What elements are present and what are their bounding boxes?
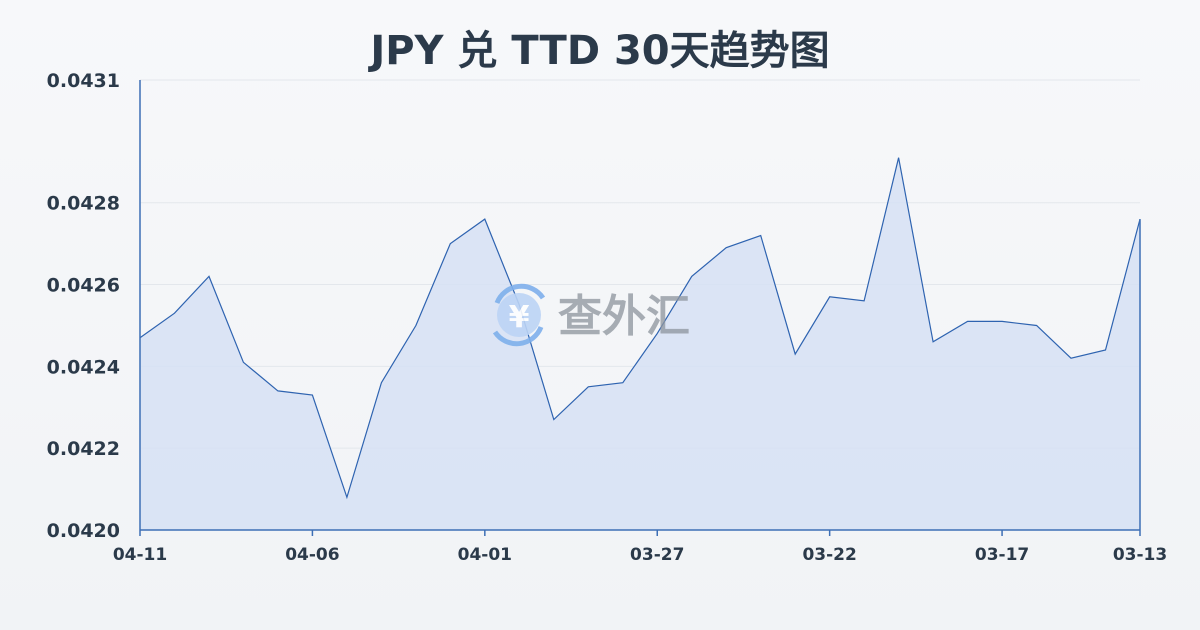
y-tick-label: 0.0422 (47, 438, 120, 460)
y-tick-label: 0.0426 (47, 275, 120, 297)
watermark-symbol: ¥ (509, 300, 530, 335)
x-tick-label: 04-11 (113, 545, 167, 565)
y-tick-label: 0.0420 (47, 520, 120, 542)
watermark-text: 查外汇 (558, 291, 690, 342)
y-tick-label: 0.0428 (47, 193, 120, 215)
currency-exchange-icon: ¥ (492, 283, 546, 347)
y-tick-label: 0.0424 (47, 356, 120, 378)
y-tick-label: 0.0431 (47, 70, 120, 92)
x-tick-label: 03-17 (975, 545, 1029, 565)
x-tick-label: 03-22 (802, 545, 856, 565)
x-tick-label: 03-27 (630, 545, 684, 565)
chart-area (139, 157, 1141, 530)
y-axis-ticks: 0.0420 0.0422 0.0424 0.0426 0.0428 0.0431 (47, 70, 120, 542)
axes (139, 80, 1141, 531)
x-tick-label: 04-01 (458, 545, 512, 565)
x-axis-ticks: 04-11 04-06 04-01 03-27 03-22 03-17 03-13 (113, 530, 1167, 565)
series-area-fill (140, 157, 1140, 530)
x-tick-label: 03-13 (1113, 545, 1167, 565)
x-tick-label: 04-06 (285, 545, 339, 565)
series-line (139, 157, 1141, 500)
chart-title: JPY 兑 TTD 30天趋势图 (370, 28, 830, 74)
watermark: ¥ 查外汇 (492, 283, 690, 347)
